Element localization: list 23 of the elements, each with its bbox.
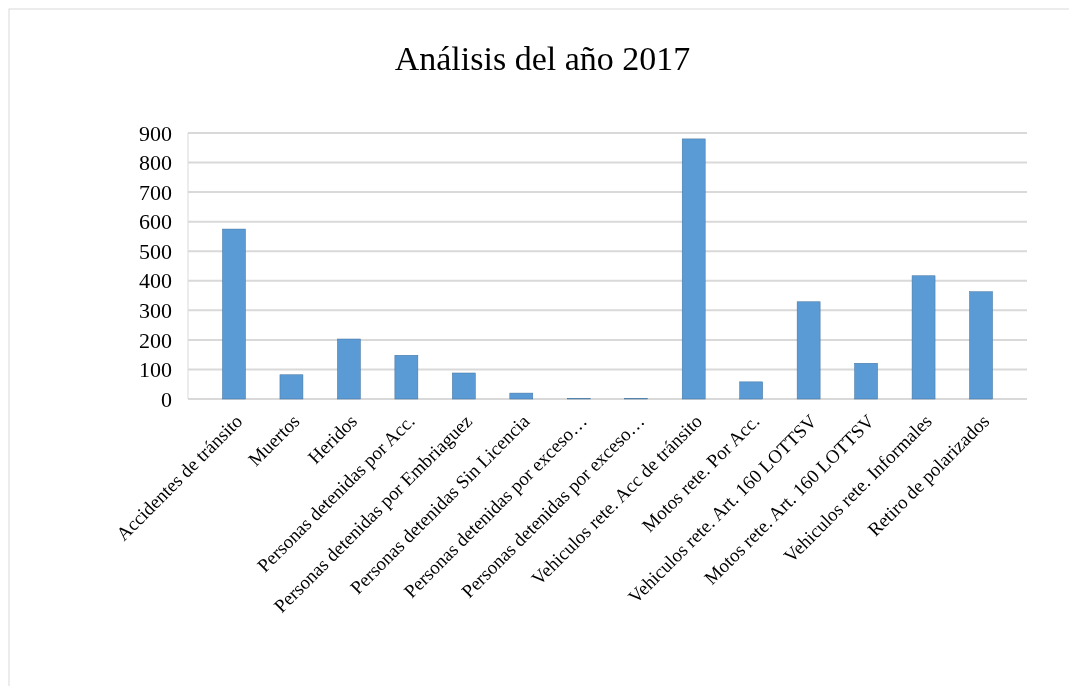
- y-tick-label: 900: [139, 120, 172, 146]
- bar: [279, 374, 304, 400]
- bar: [681, 138, 706, 400]
- bar: [739, 381, 763, 400]
- bar: [911, 275, 936, 400]
- bar: [394, 355, 419, 400]
- bar: [796, 301, 821, 400]
- bar: [509, 392, 534, 400]
- y-tick-label: 700: [139, 179, 172, 205]
- y-tick-label: 200: [139, 327, 172, 353]
- y-tick-label: 300: [139, 298, 172, 324]
- y-tick-label: 400: [139, 268, 172, 294]
- y-tick-label: 800: [139, 150, 172, 176]
- bar: [969, 291, 993, 400]
- y-tick-label: 500: [139, 238, 172, 264]
- bar: [452, 372, 476, 400]
- y-tick-label: 600: [139, 209, 172, 235]
- y-tick-label: 100: [139, 357, 172, 383]
- bar: [222, 228, 246, 400]
- bar: [854, 362, 878, 400]
- bar: [337, 338, 361, 400]
- y-tick-label: 0: [161, 386, 172, 412]
- chart-title: Análisis del año 2017: [394, 40, 691, 77]
